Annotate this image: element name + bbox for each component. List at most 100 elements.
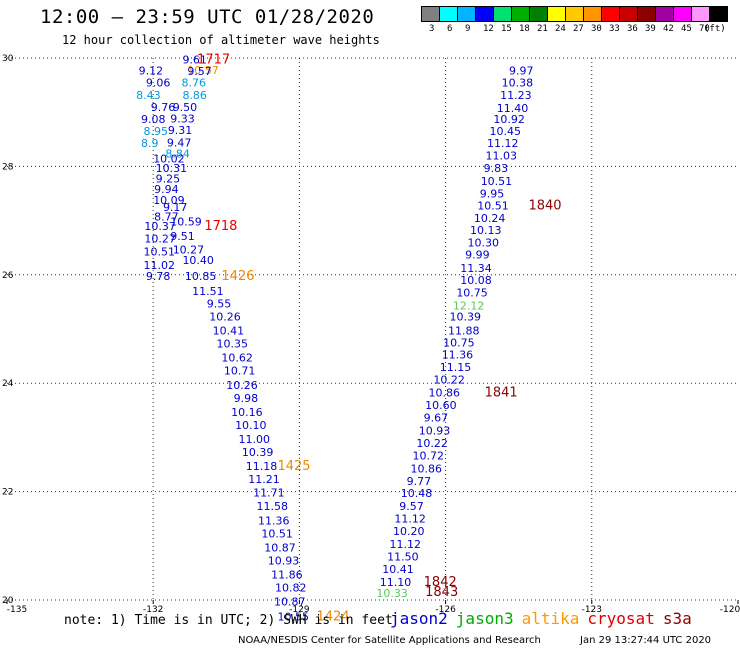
credit-line: NOAA/NESDIS Center for Satellite Applica… (238, 635, 541, 646)
wave-height-label: 10.45 (489, 125, 520, 138)
track-id-label: 1842 (424, 575, 457, 590)
color-swatch-label: 24 (555, 24, 566, 34)
wave-height-label: 11.58 (257, 500, 289, 513)
y-tick-label: 22 (2, 488, 13, 498)
wave-height-label: 10.51 (481, 175, 513, 188)
plot-axes: -135 -132 -129 -126 -123 -120 20 22 24 26 28 30 (2, 54, 740, 615)
wave-height-label: 10.27 (173, 243, 205, 256)
wave-height-label: 9.31 (168, 124, 193, 137)
wave-height-label: 11.00 (238, 433, 270, 446)
wave-height-label: 9.98 (234, 392, 258, 405)
wave-height-label: 10.16 (231, 406, 263, 419)
x-tick-label: -123 (582, 605, 602, 615)
wave-height-label: 11.88 (448, 325, 480, 338)
wave-height-label: 9.77 (407, 475, 432, 488)
wave-height-label: 10.27 (144, 232, 176, 245)
wave-height-label: 10.31 (156, 162, 188, 175)
wave-height-label: 11.15 (440, 361, 472, 374)
wave-height-label: 10.35 (217, 338, 249, 351)
wave-height-label: 10.85 (185, 270, 217, 283)
wave-height-label: 9.47 (167, 137, 192, 150)
wave-height-label: 10.57 (187, 64, 219, 77)
color-swatch: 18 (511, 6, 530, 34)
wave-height-label: 9.57 (187, 65, 212, 78)
color-swatch-label: 45 (681, 24, 692, 34)
wave-height-label: 10.82 (275, 582, 307, 595)
color-scale-unit: (ft) (704, 24, 726, 34)
color-swatch: 42 (655, 6, 674, 34)
wave-height-label: 11.10 (380, 576, 412, 589)
wave-height-label: 10.59 (170, 216, 202, 229)
wave-height-label: 10.13 (470, 224, 502, 237)
color-swatch-label: 9 (465, 24, 471, 34)
wave-height-label: 9.12 (139, 64, 164, 77)
wave-height-label: 10.72 (412, 449, 444, 462)
color-swatch-label: 18 (519, 24, 530, 34)
wave-height-label: 11.02 (143, 259, 175, 272)
wave-height-label: 10.51 (143, 245, 175, 258)
wave-height-label: 10.86 (429, 386, 461, 399)
wave-height-label: 10.20 (393, 525, 425, 538)
color-swatch-label: 30 (591, 24, 602, 34)
wave-height-label: 10.37 (144, 220, 176, 233)
chart-title: 12:00 — 23:59 UTC 01/28/2020 (40, 6, 375, 28)
wave-height-label: 8.43 (136, 89, 161, 102)
track-id-label: 1840 (528, 198, 561, 213)
color-swatch-label: 6 (447, 24, 453, 34)
wave-height-label: 11.21 (248, 473, 279, 486)
color-swatch-label: 33 (609, 24, 620, 34)
wave-height-label: 8.9 (141, 137, 159, 150)
color-swatch-label: 3 (429, 24, 435, 34)
y-tick-label: 30 (2, 54, 14, 64)
wave-height-label: 11.34 (460, 262, 492, 275)
wave-height-label: 9.57 (399, 500, 424, 513)
track-id-label: 1718 (204, 219, 237, 234)
wave-height-label: 9.17 (163, 201, 188, 214)
wave-height-label: 9.55 (207, 298, 232, 311)
wave-height-label: 9.94 (154, 183, 179, 196)
wave-height-label: 11.12 (390, 538, 422, 551)
wave-height-label: 10.87 (264, 541, 296, 554)
legend-cryosat: cryosat (587, 609, 655, 628)
generated-timestamp: Jan 29 13:27:44 UTC 2020 (580, 635, 712, 646)
wave-height-label: 11.86 (271, 569, 303, 582)
track-id-label: 1717 (197, 53, 230, 68)
wave-height-label: 9.25 (156, 172, 181, 185)
wave-height-label: 9.06 (146, 76, 171, 89)
wave-height-label: 10.10 (235, 419, 267, 432)
x-tick-label: -132 (143, 605, 163, 615)
wave-height-label: 10.40 (182, 254, 214, 267)
wave-height-label: 11.03 (486, 150, 518, 163)
legend-altika: altika (521, 609, 580, 628)
wave-height-label: 9.08 (141, 113, 166, 126)
wave-height-label: 10.93 (268, 554, 300, 567)
wave-height-label: 8.76 (181, 76, 206, 89)
satellite-legend: jason2 jason3 altika cryosat s3a (390, 609, 700, 628)
wave-height-label: 11.50 (387, 551, 419, 564)
wave-height-label: 10.26 (226, 379, 257, 392)
color-swatch: 9 (457, 6, 476, 34)
wave-height-label: 10.38 (502, 76, 533, 89)
color-swatch-label: 39 (645, 24, 656, 34)
wave-height-label: 9.76 (151, 101, 176, 114)
color-swatch-label: 42 (663, 24, 674, 34)
wave-height-label: 10.24 (474, 212, 506, 225)
y-tick-label: 20 (2, 596, 14, 606)
wave-height-label: 9.51 (170, 230, 195, 243)
wave-height-label: 8.77 (154, 210, 179, 223)
wave-height-label: 10.02 (153, 152, 185, 165)
color-swatch-label: 70 (699, 24, 710, 34)
color-swatch-label: 15 (501, 24, 512, 34)
footnote: note: 1) Time is in UTC; 2) SWH is in fe… (64, 613, 393, 628)
wave-height-label: 8.95 (143, 125, 168, 138)
wave-height-label: 9.33 (170, 113, 195, 126)
color-swatch-label: 21 (537, 24, 548, 34)
wave-height-label: 10.60 (425, 399, 457, 412)
wave-height-label: 11.18 (246, 460, 278, 473)
color-swatch-label: 27 (573, 24, 584, 34)
track-id-label: 1843 (425, 585, 458, 600)
wave-height-label: 8.84 (165, 147, 190, 160)
wave-height-label: 10.41 (213, 325, 245, 338)
wave-height-label: 9.95 (480, 188, 505, 201)
